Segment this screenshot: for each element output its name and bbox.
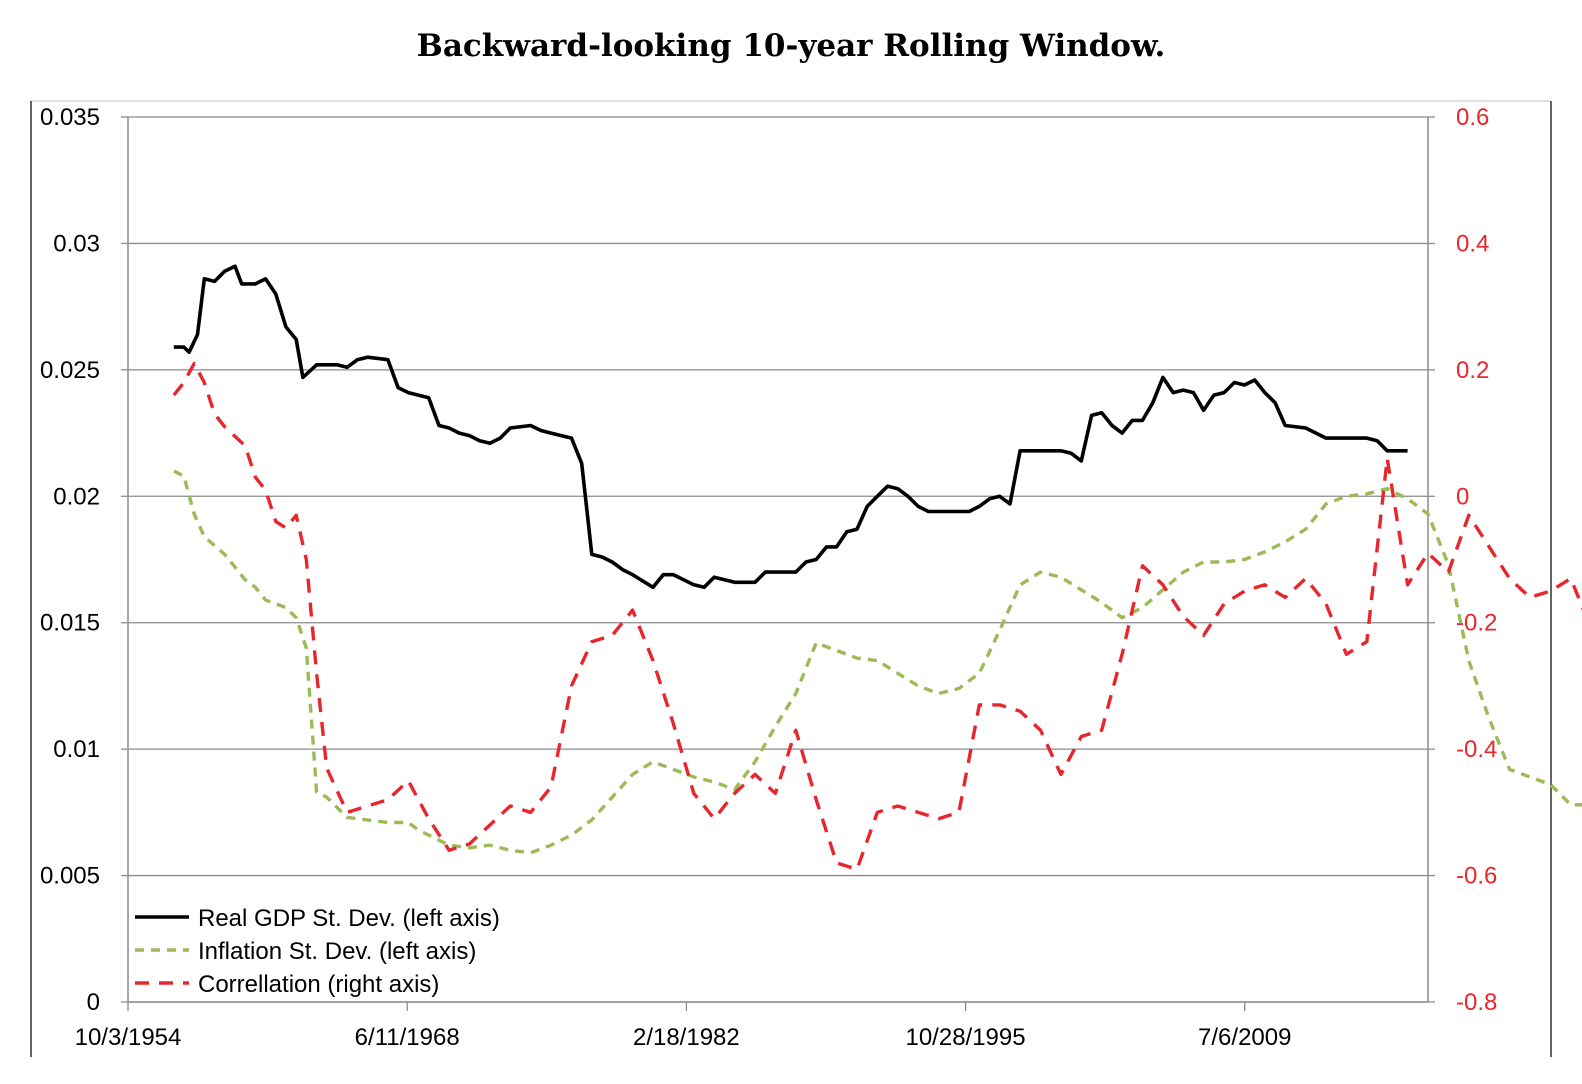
left-tick-label: 0.005 (40, 863, 100, 890)
left-tick-label: 0.035 (40, 104, 100, 131)
left-tick-label: 0.025 (40, 357, 100, 384)
right-tick-label: 0.6 (1456, 104, 1489, 131)
right-tick-label: -0.4 (1456, 736, 1497, 763)
left-tick-label: 0.01 (53, 736, 100, 763)
legend: Real GDP St. Dev. (left axis) Inflation S… (135, 905, 500, 998)
left-tick-label: 0.03 (53, 230, 100, 257)
series-line-2 (172, 361, 1582, 871)
series-line-1 (173, 469, 1582, 855)
x-tick-label: 10/3/1954 (75, 1024, 182, 1051)
right-tick-label: 0.4 (1456, 230, 1489, 257)
x-tick-label: 6/11/1968 (355, 1024, 460, 1051)
right-tick-label: -0.6 (1456, 863, 1497, 890)
left-tick-label: 0.02 (53, 483, 100, 510)
series-line-0 (173, 264, 1408, 590)
left-tick-label: 0 (87, 989, 100, 1016)
x-tick-label: 10/28/1995 (905, 1024, 1025, 1051)
right-tick-label: -0.8 (1456, 989, 1497, 1016)
x-tick-label: 7/6/2009 (1198, 1024, 1291, 1051)
legend-label-0: Real GDP St. Dev. (left axis) (198, 905, 500, 932)
right-tick-label: 0.2 (1456, 357, 1489, 384)
legend-label-1: Inflation St. Dev. (left axis) (198, 938, 476, 965)
x-tick-label: 2/18/1982 (633, 1024, 740, 1051)
series-lines (172, 264, 1582, 871)
right-tick-label: 0 (1456, 483, 1469, 510)
chart-title: Backward-looking 10-year Rolling Window. (416, 28, 1166, 64)
axes (30, 100, 1552, 1057)
tick-labels: 0 -0.80.005 -0.60.01 -0.40.015 -0.20.02 00.02… (40, 104, 1497, 1051)
legend-label-2: Correllation (right axis) (198, 971, 439, 998)
left-tick-label: 0.015 (40, 610, 100, 637)
